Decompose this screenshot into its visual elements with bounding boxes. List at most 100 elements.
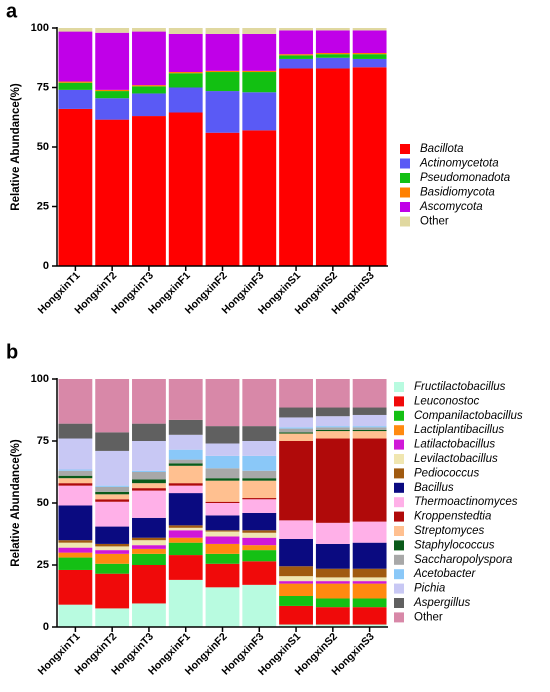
bar-segment [58,108,93,266]
y-tick-label: 50 [37,141,49,153]
legend-label: Bacillota [420,143,463,155]
bar-segment [205,72,240,92]
bar-segment [315,68,350,267]
bar-segment [95,608,130,627]
bar-segment [58,469,93,471]
bar-segment [205,563,240,588]
legend-label: Latilactobacillus [414,439,495,451]
bar-segment [95,485,130,487]
bar-segment [242,550,277,562]
bar-segment [205,455,240,469]
legend-swatch [394,598,404,608]
legend-label: Leuconostoc [414,395,479,407]
bar-segment [132,86,166,94]
legend-label: Lactiplantibacillus [414,424,504,436]
bar-segment [58,438,93,470]
bar-segment [95,546,130,551]
bar-segment [168,449,203,460]
bar-segment [279,379,313,408]
legend-swatch [394,454,404,464]
bar-segment [132,537,166,541]
legend-label: Bacillus [414,482,454,494]
bar-segment [95,89,130,92]
bar-segment [242,72,277,93]
legend-swatch [394,497,404,508]
bar-segment [58,542,93,548]
bar-segment [242,537,277,546]
bar-segment [242,28,277,34]
bar-segment [168,72,203,74]
bar-segment [168,530,203,538]
bar-segment [205,480,240,502]
bar-segment [205,379,240,427]
panel-label: b [6,341,18,363]
bar-segment [132,553,166,565]
bar-segment [352,67,387,267]
bar-segment [132,28,166,32]
bar-segment [279,538,313,567]
bar-segment [132,472,166,480]
legend-label: Thermoactinomyces [414,496,518,508]
legend-swatch [394,425,404,436]
legend-swatch [400,173,410,183]
bar-segment [205,478,240,481]
bar-segment [242,379,277,427]
bar-segment [205,33,240,71]
bar-segment [132,93,166,117]
legend-swatch [394,382,404,392]
bar-segment [279,583,313,596]
legend-label: Aspergillus [413,597,470,609]
bar-segment [205,515,240,531]
bar-segment [242,70,277,73]
bar-segment [168,419,203,435]
bar-segment [58,505,93,541]
bar-segment [132,548,166,554]
bar-segment [168,112,203,267]
bar-segment [315,57,350,69]
bar-segment [168,525,203,528]
bar-segment [168,28,203,34]
bar-segment [168,465,203,484]
bar-segment [242,441,277,456]
bar-segment [279,432,313,434]
legend-label: Pediococcus [414,467,479,479]
bar-segment [205,443,240,456]
bar-segment [352,542,387,569]
bar-segment [279,407,313,418]
bar-segment [352,607,387,625]
bar-segment [315,54,350,58]
bar-segment [168,379,203,420]
legend-swatch [394,612,404,623]
y-tick-label: 25 [37,559,49,571]
bar-segment [95,550,130,554]
legend-swatch [400,158,410,169]
bar-segment [132,565,166,604]
bar-segment [242,470,277,479]
bar-segment [315,426,350,428]
bar-segment [315,52,350,55]
bar-segment [168,579,203,627]
bar-segment [242,532,277,538]
bar-segment [279,433,313,441]
legend-swatch [394,468,404,479]
bar-segment [352,30,387,53]
bar-segment [95,450,130,486]
bar-segment [205,530,240,532]
bar-segment [242,499,277,513]
bar-segment [279,427,313,429]
bar-segment [168,434,203,450]
bar-segment [95,499,130,502]
bar-segment [168,537,203,543]
bar-segment [58,81,93,83]
bar-segment [315,416,350,427]
bar-segment [279,58,313,69]
bar-segment [352,414,387,427]
bar-segment [132,517,166,538]
bar-segment [132,603,166,627]
bar-segment [315,598,350,608]
bar-segment [95,553,130,564]
bar-segment [315,379,350,408]
bar-segment [279,581,313,584]
bar-segment [132,116,166,266]
legend-swatch [394,511,404,522]
